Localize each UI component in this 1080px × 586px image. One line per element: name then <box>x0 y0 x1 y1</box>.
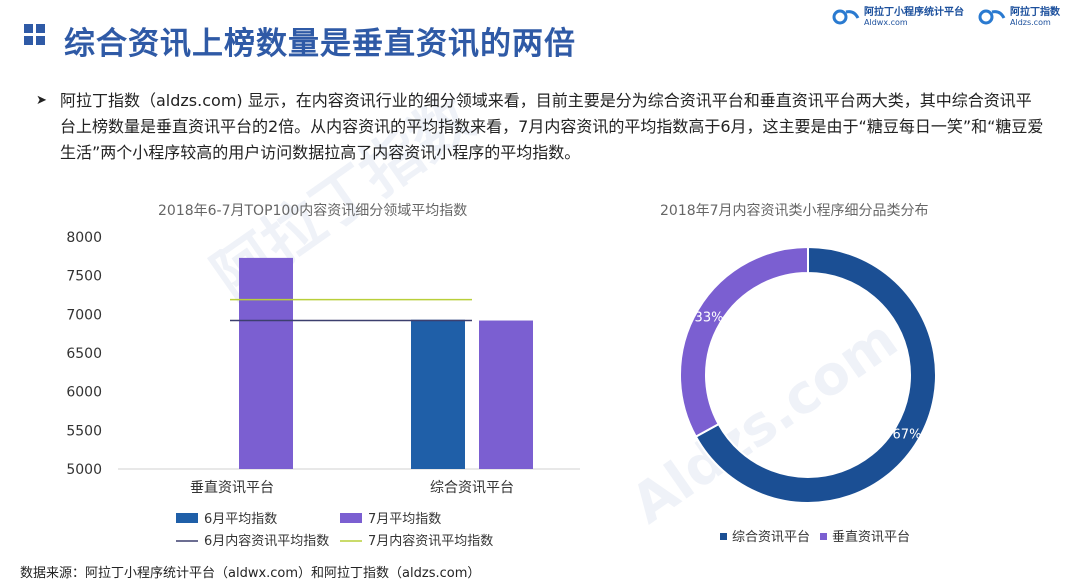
page-title: 综合资讯上榜数量是垂直资讯的两倍 <box>64 26 576 62</box>
bar-y-tick-label: 7000 <box>66 307 102 323</box>
legend-label: 6月内容资讯平均指数 <box>204 533 329 549</box>
donut-legend-swatch <box>820 533 827 540</box>
header-logos: 阿拉丁小程序统计平台 Aldwx.com 阿拉丁指数 Aldzs.com <box>832 7 1060 27</box>
donut-slice-label: 33% <box>695 310 724 325</box>
donut-legend-label: 综合资讯平台 <box>732 530 810 545</box>
bar-y-tick-label: 8000 <box>66 230 102 246</box>
bar-y-tick-label: 6500 <box>66 346 102 362</box>
bar-y-tick-label: 7500 <box>66 269 102 285</box>
legend-swatch <box>176 513 198 523</box>
donut-legend-label: 垂直资讯平台 <box>832 530 910 545</box>
logo-aldwx-url: Aldwx.com <box>864 17 908 27</box>
bar-category-label: 综合资讯平台 <box>430 480 514 496</box>
data-source-note: 数据来源：阿拉丁小程序统计平台（aldwx.com）和阿拉丁指数（aldzs.c… <box>20 566 481 581</box>
arrow-bullet-icon: ➤ <box>36 93 47 108</box>
aldwx-logo-icon <box>832 9 860 25</box>
logo-aldwx: 阿拉丁小程序统计平台 Aldwx.com <box>832 7 964 27</box>
bar-july <box>239 257 293 469</box>
legend-label: 6月平均指数 <box>204 512 277 527</box>
logo-aldzs-url: Aldzs.com <box>1010 17 1051 27</box>
bar-y-tick-label: 5500 <box>66 423 102 439</box>
donut-slice-vertical <box>679 245 809 439</box>
donut-slice-comprehensive <box>694 245 937 504</box>
bar-chart-title: 2018年6-7月TOP100内容资讯细分领域平均指数 <box>158 203 468 219</box>
bar-category-label: 垂直资讯平台 <box>190 479 274 496</box>
bar-y-tick-label: 6000 <box>66 385 102 401</box>
donut-chart-title: 2018年7月内容资讯类小程序细分品类分布 <box>660 203 929 219</box>
title-grid-icon <box>24 24 46 46</box>
aldzs-logo-icon <box>978 9 1006 25</box>
legend-label: 7月内容资讯平均指数 <box>368 533 493 549</box>
bar-y-tick-label: 5000 <box>66 462 102 478</box>
summary-bullet: ➤ 阿拉丁指数（aldzs.com) 显示，在内容资讯行业的细分领域来看，目前主… <box>36 88 1046 166</box>
legend-label: 7月平均指数 <box>368 512 441 527</box>
bar-july <box>479 320 533 469</box>
logo-aldzs-name: 阿拉丁指数 <box>1010 7 1060 18</box>
summary-text: 阿拉丁指数（aldzs.com) 显示，在内容资讯行业的细分领域来看，目前主要是… <box>60 91 1044 162</box>
logo-aldwx-name: 阿拉丁小程序统计平台 <box>864 7 964 18</box>
donut-legend-swatch <box>720 533 727 540</box>
bar-june <box>411 319 465 469</box>
legend-swatch <box>340 513 362 523</box>
logo-aldzs: 阿拉丁指数 Aldzs.com <box>978 7 1060 27</box>
donut-slice-label: 67% <box>893 428 922 443</box>
